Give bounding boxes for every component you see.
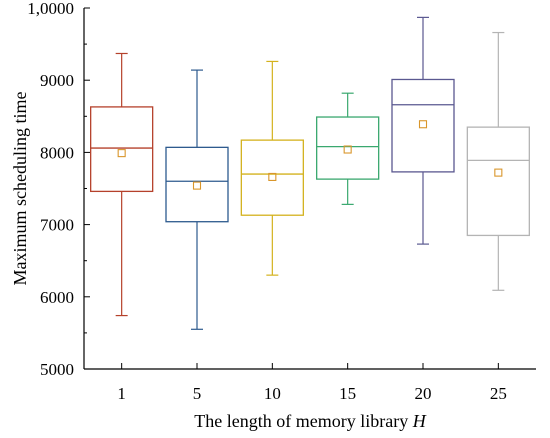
box-iqr [391, 78, 455, 173]
x-tick-label: 5 [193, 384, 202, 403]
box-20 [391, 16, 455, 245]
box-iqr [165, 146, 229, 223]
box-25 [466, 31, 530, 291]
y-axis-title: Maximum scheduling time [10, 92, 30, 286]
x-tick-label: 10 [264, 384, 281, 403]
box-iqr [316, 116, 380, 180]
boxes-group [90, 16, 530, 330]
mean-marker [343, 145, 352, 154]
y-tick-label: 8000 [40, 143, 74, 162]
x-tick-label: 15 [339, 384, 356, 403]
box-10 [240, 60, 304, 276]
y-tick-label: 6000 [40, 288, 74, 307]
y-tick-label: 7000 [40, 216, 74, 235]
mean-marker [418, 120, 428, 129]
y-axis-ticks: 5000 6000 7000 8000 9000 1,0000 [27, 0, 90, 379]
y-tick-label: 9000 [40, 71, 74, 90]
plot-area [83, 8, 536, 370]
x-axis-ticks: 1 5 10 15 20 25 [117, 363, 507, 403]
x-axis-title-variable: H [412, 411, 427, 431]
mean-marker [268, 172, 277, 181]
box-15 [316, 92, 380, 205]
y-tick-label: 1,0000 [27, 0, 74, 18]
box-5 [165, 69, 229, 330]
x-axis-title: The length of memory library H [194, 411, 426, 431]
y-tick-label: 5000 [40, 360, 74, 379]
box-1 [90, 52, 154, 317]
box-iqr [90, 106, 154, 193]
x-tick-label: 20 [415, 384, 432, 403]
x-tick-label: 25 [490, 384, 507, 403]
box-iqr [466, 126, 530, 237]
mean-marker [192, 181, 202, 190]
box-iqr [240, 139, 304, 216]
x-axis-title-text: The length of memory library [194, 411, 412, 431]
mean-marker [494, 168, 503, 177]
x-tick-label: 1 [117, 384, 126, 403]
mean-marker [117, 149, 126, 158]
